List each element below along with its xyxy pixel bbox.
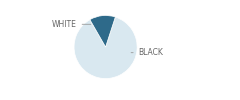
Text: BLACK: BLACK — [131, 48, 164, 57]
Wedge shape — [90, 16, 115, 47]
Text: WHITE: WHITE — [52, 20, 91, 29]
Wedge shape — [74, 17, 137, 78]
